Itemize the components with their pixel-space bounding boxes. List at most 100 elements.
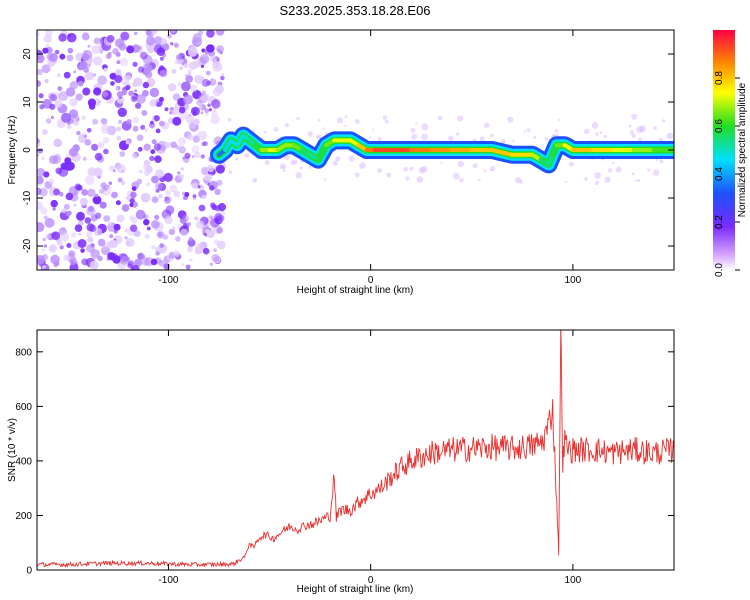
y-tick-label: 10 bbox=[22, 96, 33, 108]
colorbar-label: Normalized spectral amplitude bbox=[737, 82, 748, 217]
halo-blob bbox=[403, 166, 408, 172]
noise-blob bbox=[80, 132, 88, 140]
noise-blob bbox=[64, 161, 74, 172]
noise-blob bbox=[66, 243, 72, 248]
noise-blob bbox=[168, 228, 175, 235]
noise-blob bbox=[94, 152, 103, 161]
noise-blob bbox=[85, 72, 95, 81]
noise-blob bbox=[170, 42, 174, 46]
noise-blob bbox=[177, 137, 187, 146]
noise-blob bbox=[60, 232, 70, 242]
noise-blob bbox=[213, 248, 217, 253]
noise-blob bbox=[54, 138, 62, 146]
noise-blob bbox=[172, 93, 181, 101]
noise-blob bbox=[155, 251, 160, 256]
noise-blob bbox=[67, 47, 74, 54]
noise-blob bbox=[117, 177, 123, 183]
halo-blob bbox=[369, 136, 372, 139]
y-tick-label: -10 bbox=[22, 190, 33, 205]
noise-blob bbox=[170, 141, 177, 149]
noise-blob bbox=[205, 70, 211, 76]
noise-blob bbox=[199, 54, 210, 64]
noise-blob bbox=[134, 258, 143, 267]
noise-blob bbox=[115, 86, 120, 91]
halo-blob bbox=[584, 177, 588, 181]
noise-blob bbox=[103, 148, 109, 155]
x-tick-label: -100 bbox=[158, 575, 178, 586]
noise-blob bbox=[100, 118, 108, 125]
noise-blob bbox=[73, 203, 77, 207]
noise-blob bbox=[201, 48, 206, 53]
x-tick-label: 0 bbox=[368, 575, 374, 586]
noise-blob bbox=[91, 45, 101, 54]
noise-blob bbox=[159, 69, 168, 78]
noise-blob bbox=[130, 191, 137, 199]
noise-blob bbox=[121, 204, 130, 212]
noise-blob bbox=[102, 91, 109, 98]
halo-blob bbox=[512, 139, 515, 143]
noise-blob bbox=[155, 128, 161, 134]
noise-blob bbox=[48, 244, 58, 253]
noise-blob bbox=[124, 228, 129, 233]
noise-blob bbox=[180, 228, 188, 237]
halo-blob bbox=[386, 172, 392, 178]
noise-blob bbox=[216, 227, 223, 234]
noise-blob bbox=[162, 234, 169, 240]
noise-blob bbox=[206, 80, 212, 86]
noise-blob bbox=[118, 119, 123, 124]
noise-blob bbox=[135, 209, 146, 220]
noise-blob bbox=[209, 185, 215, 191]
halo-blob bbox=[628, 124, 632, 128]
noise-blob bbox=[158, 194, 163, 199]
noise-blob bbox=[193, 216, 199, 221]
noise-blob bbox=[151, 175, 159, 184]
y-tick-label: -20 bbox=[22, 238, 33, 253]
noise-blob bbox=[102, 137, 110, 144]
halo-blob bbox=[631, 133, 636, 139]
noise-blob bbox=[181, 214, 189, 223]
noise-blob bbox=[200, 64, 205, 68]
halo-blob bbox=[490, 168, 493, 171]
noise-blob bbox=[139, 51, 148, 60]
noise-blob bbox=[69, 98, 78, 107]
noise-blob bbox=[59, 245, 64, 250]
noise-blob bbox=[180, 167, 184, 171]
noise-blob bbox=[146, 182, 151, 187]
noise-blob bbox=[41, 156, 45, 161]
halo-blob bbox=[655, 158, 659, 161]
noise-blob bbox=[126, 119, 132, 125]
halo-blob bbox=[564, 180, 567, 183]
noise-blob bbox=[202, 141, 208, 147]
noise-blob bbox=[217, 48, 221, 53]
halo-blob bbox=[273, 126, 279, 132]
noise-blob bbox=[87, 188, 96, 197]
noise-blob bbox=[58, 191, 64, 197]
halo-blob bbox=[638, 137, 642, 142]
noise-blob bbox=[86, 128, 92, 133]
noise-blob bbox=[125, 237, 135, 247]
noise-blob bbox=[212, 108, 216, 112]
noise-blob bbox=[76, 130, 81, 136]
halo-blob bbox=[354, 119, 360, 125]
halo-blob bbox=[335, 156, 341, 162]
noise-blob bbox=[159, 120, 165, 127]
noise-blob bbox=[101, 185, 112, 196]
noise-blob bbox=[146, 226, 151, 231]
halo-blob bbox=[666, 132, 674, 140]
noise-blob bbox=[48, 53, 58, 62]
x-tick-label: -100 bbox=[158, 275, 178, 286]
noise-blob bbox=[37, 255, 45, 265]
noise-blob bbox=[132, 116, 139, 124]
noise-blob bbox=[125, 196, 129, 200]
noise-blob bbox=[59, 53, 66, 60]
noise-blob bbox=[95, 102, 100, 107]
noise-blob bbox=[107, 221, 112, 226]
noise-blob bbox=[124, 236, 128, 240]
noise-blob bbox=[188, 236, 193, 242]
noise-blob bbox=[45, 233, 51, 240]
noise-blob bbox=[79, 197, 88, 206]
halo-blob bbox=[478, 179, 481, 182]
noise-blob bbox=[131, 186, 137, 192]
noise-blob bbox=[195, 220, 205, 229]
halo-blob bbox=[299, 166, 303, 170]
